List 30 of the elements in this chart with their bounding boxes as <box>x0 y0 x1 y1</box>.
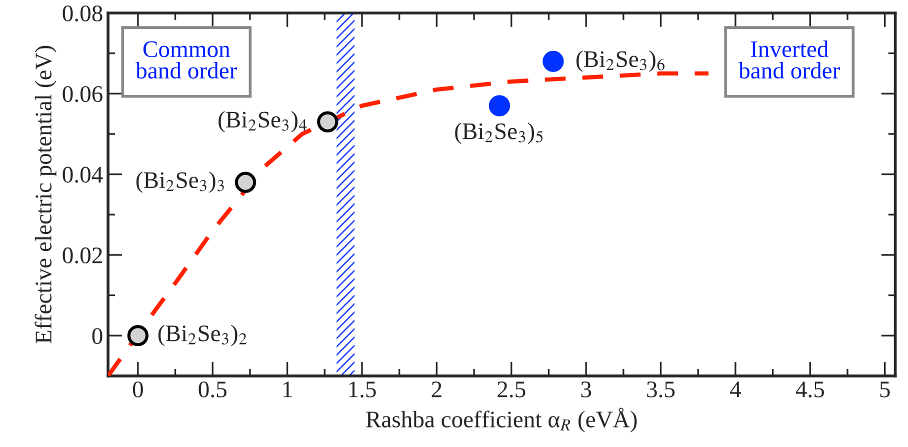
y-tick-label: 0 <box>92 328 102 344</box>
annotation: Common band order <box>136 41 238 79</box>
annotation: (Bi$_{2}$Se$_{3}$)$_{5}$ <box>455 122 543 144</box>
point <box>542 50 564 72</box>
y-tick-label: 0.06 <box>62 86 102 102</box>
x-tick-label: 0.5 <box>198 381 226 398</box>
x-tick-label: 2 <box>432 382 442 398</box>
point <box>127 325 149 346</box>
x-axis-title: Rashba coefficient α$_{R}$ (eVÅ) <box>366 408 637 432</box>
x-tick-label: 0 <box>132 381 143 398</box>
x-tick-label: 1.5 <box>349 382 376 398</box>
point <box>317 111 338 132</box>
y-tick-label: 0.08 <box>62 5 102 22</box>
annotation: Inverted band order <box>738 40 840 79</box>
x-tick-label: 1 <box>283 382 292 398</box>
x-tick-label: 3.5 <box>647 382 675 398</box>
x-tick-label: 5 <box>880 382 890 398</box>
point <box>488 95 510 116</box>
point <box>234 172 256 193</box>
y-axis-title: Effective electric potential (eV) <box>34 46 56 344</box>
x-tick-label: 4 <box>730 382 741 398</box>
annotation: (Bi$_{2}$Se$_{3}$)$_{2}$ <box>158 324 247 346</box>
annotation: (Bi$_{2}$Se$_{3}$)$_{6}$ <box>576 50 665 72</box>
annotation: (Bi$_{2}$Se$_{3}$)$_{3}$ <box>136 171 224 193</box>
x-tick-label: 2.5 <box>498 382 526 398</box>
annotation: (Bi$_{2}$Se$_{3}$)$_{4}$ <box>218 110 307 132</box>
y-tick-label: 0.04 <box>62 166 103 183</box>
x-tick-label: 3 <box>581 382 592 398</box>
x-tick-label: 4.5 <box>796 382 824 398</box>
y-tick-label: 0.02 <box>62 247 102 264</box>
